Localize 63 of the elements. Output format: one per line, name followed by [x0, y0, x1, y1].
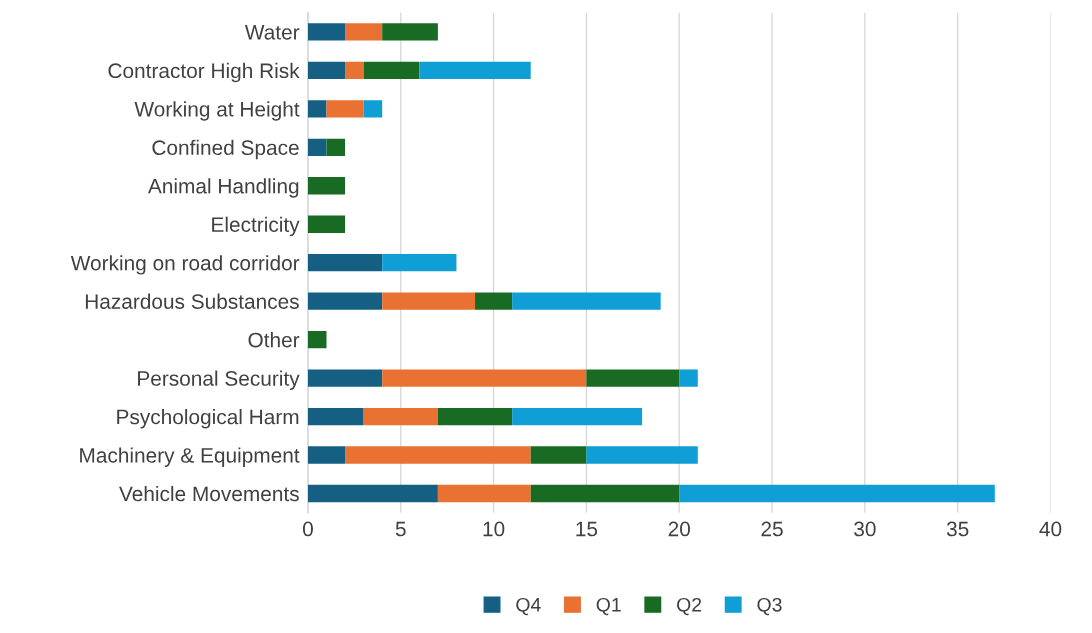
bar	[382, 369, 587, 387]
bar	[307, 215, 346, 233]
bar	[307, 177, 346, 195]
bar	[307, 138, 327, 156]
bar	[345, 23, 383, 41]
y-tick-label: Confined Space	[152, 139, 299, 160]
x-tick-label: 20	[668, 521, 690, 537]
y-tick-label: Electricity	[212, 216, 300, 237]
bar	[307, 100, 327, 118]
x-tick-label: 5	[395, 521, 406, 537]
bar	[326, 138, 346, 156]
bar	[363, 100, 383, 118]
bar	[586, 446, 698, 464]
bar	[679, 369, 698, 387]
y-tick-label: Hazardous Substances	[85, 293, 299, 309]
y-tick-label: Machinery & Equipment	[80, 447, 300, 467]
bar	[307, 23, 346, 41]
x-tick-label: 10	[483, 521, 505, 537]
bar	[512, 292, 661, 310]
bar	[363, 407, 438, 426]
bar	[307, 407, 364, 426]
bar	[475, 292, 513, 310]
legend-label: Q2	[677, 597, 702, 616]
bar	[382, 23, 438, 41]
legend-label: Q4	[516, 597, 541, 616]
y-tick-label: Working at Height	[134, 101, 300, 121]
x-tick-label: 40	[1039, 521, 1062, 537]
y-tick-label: Personal Security	[138, 370, 300, 390]
x-tick-label: 30	[854, 521, 876, 537]
bar	[363, 61, 420, 80]
bar	[307, 61, 346, 80]
x-tick-label: 35	[946, 521, 969, 537]
y-tick-label: Animal Handling	[147, 178, 299, 198]
y-tick-label: Contractor High Risk	[108, 62, 300, 83]
bar	[437, 484, 531, 503]
bar	[326, 100, 364, 118]
y-tick-label: Working on road corridor	[70, 255, 300, 275]
bar	[307, 369, 383, 387]
bar	[512, 407, 643, 426]
bar	[307, 446, 346, 464]
legend-label: Q1	[596, 597, 621, 616]
bar	[345, 61, 364, 80]
bar	[307, 254, 383, 272]
y-tick-label: Psychological Harm	[117, 409, 299, 429]
bar	[437, 407, 513, 426]
bar	[307, 330, 327, 349]
y-tick-label: Other	[248, 332, 300, 348]
bar	[307, 484, 438, 503]
legend-label: Q3	[757, 597, 782, 616]
bar	[679, 484, 995, 503]
x-tick-label: 15	[576, 521, 598, 537]
bar	[419, 61, 531, 80]
x-tick-label: 0	[302, 521, 313, 537]
y-tick-label: Vehicle Movements	[119, 485, 299, 502]
bar	[345, 446, 531, 464]
bar	[382, 292, 476, 310]
x-tick-label: 25	[761, 521, 783, 537]
bar	[586, 369, 680, 387]
bar	[307, 292, 383, 310]
y-tick-label: Water	[244, 25, 300, 40]
bar	[530, 446, 587, 464]
bar	[382, 254, 457, 272]
bar	[530, 484, 680, 503]
